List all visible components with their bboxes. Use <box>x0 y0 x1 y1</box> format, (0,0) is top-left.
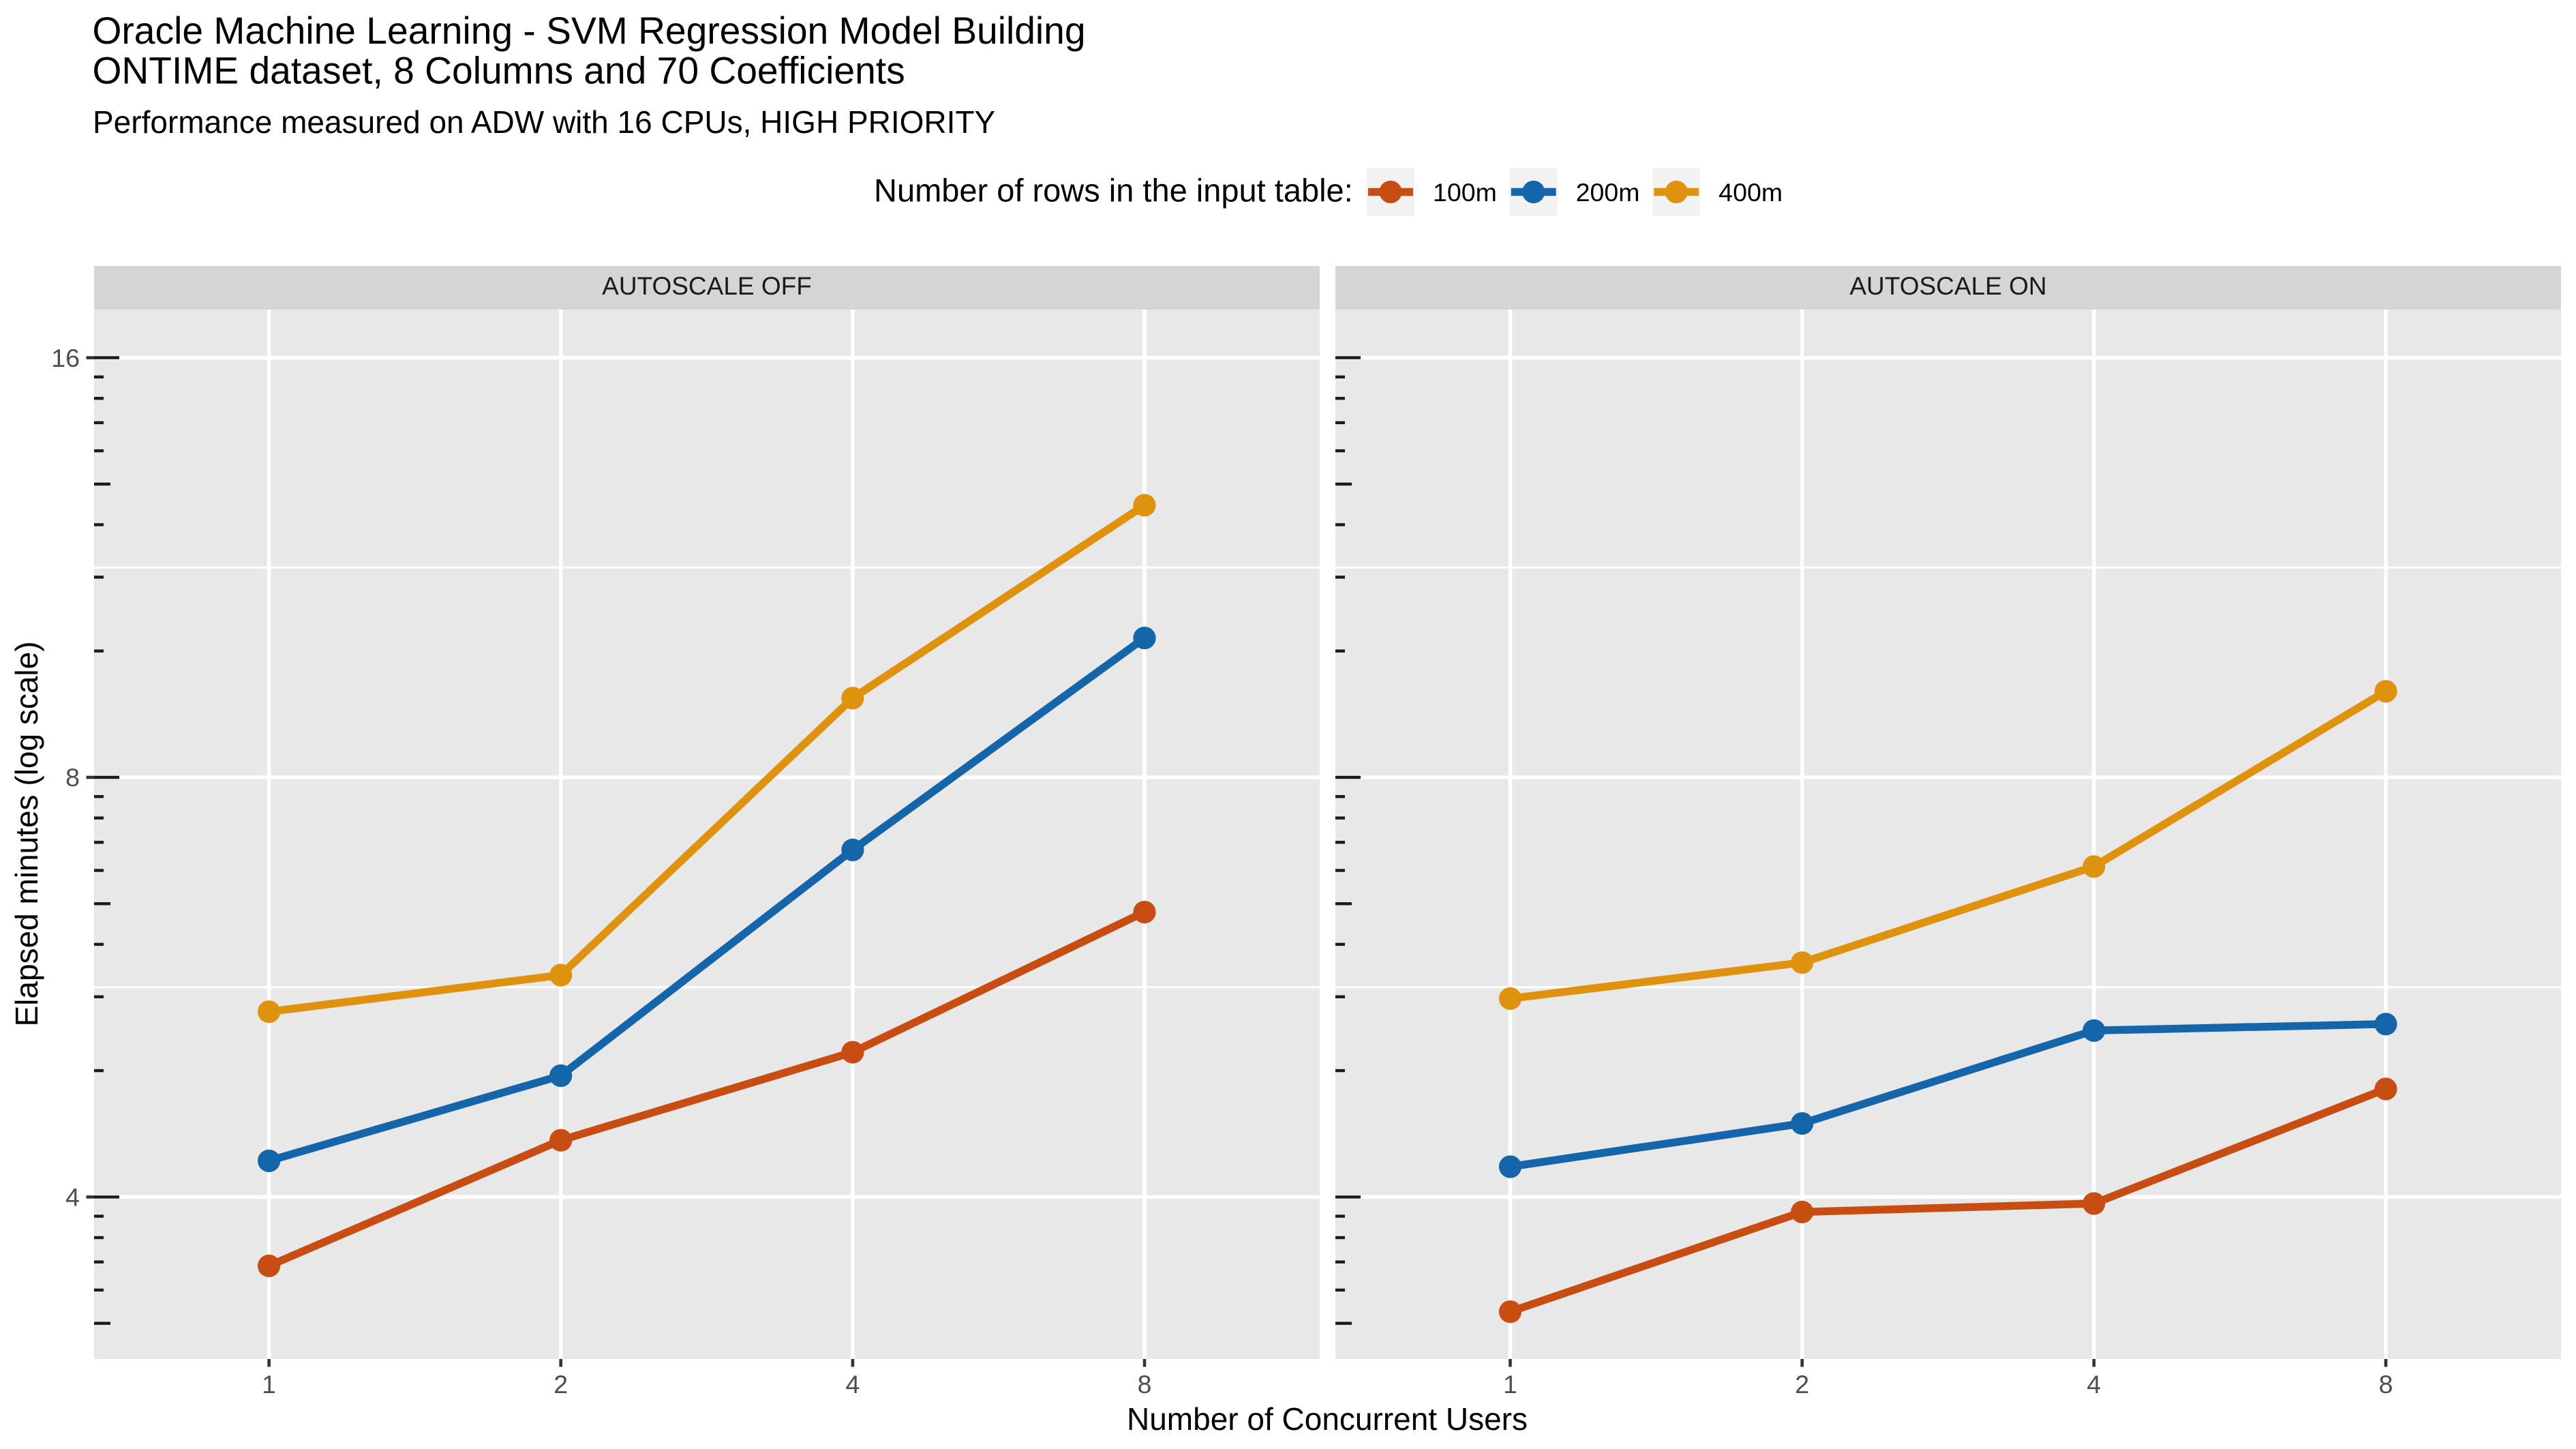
svg-text:2: 2 <box>1795 1370 1809 1399</box>
svg-text:16: 16 <box>51 344 80 372</box>
svg-text:8: 8 <box>2379 1370 2393 1399</box>
svg-text:Performance measured on ADW wi: Performance measured on ADW with 16 CPUs… <box>93 104 995 140</box>
svg-text:Elapsed minutes (log scale): Elapsed minutes (log scale) <box>9 641 44 1026</box>
svg-text:8: 8 <box>65 763 80 792</box>
svg-text:4: 4 <box>2087 1370 2101 1399</box>
svg-text:200m: 200m <box>1576 178 1640 207</box>
svg-text:AUTOSCALE OFF: AUTOSCALE OFF <box>602 272 812 300</box>
svg-text:Oracle Machine Learning - SVM: Oracle Machine Learning - SVM Regression… <box>93 10 1086 52</box>
svg-text:8: 8 <box>1138 1370 1152 1399</box>
svg-text:1: 1 <box>262 1370 276 1399</box>
svg-text:400m: 400m <box>1718 178 1783 207</box>
svg-text:4: 4 <box>65 1183 80 1212</box>
svg-text:4: 4 <box>845 1370 860 1399</box>
svg-text:AUTOSCALE ON: AUTOSCALE ON <box>1849 272 2046 300</box>
svg-text:1: 1 <box>1503 1370 1517 1399</box>
svg-text:Number of rows in the input ta: Number of rows in the input table: <box>874 172 1353 208</box>
svg-text:Number of Concurrent Users: Number of Concurrent Users <box>1127 1401 1528 1437</box>
svg-text:ONTIME dataset, 8 Columns and: ONTIME dataset, 8 Columns and 70 Coeffic… <box>93 50 905 92</box>
svg-text:100m: 100m <box>1433 178 1497 207</box>
svg-text:2: 2 <box>554 1370 568 1399</box>
